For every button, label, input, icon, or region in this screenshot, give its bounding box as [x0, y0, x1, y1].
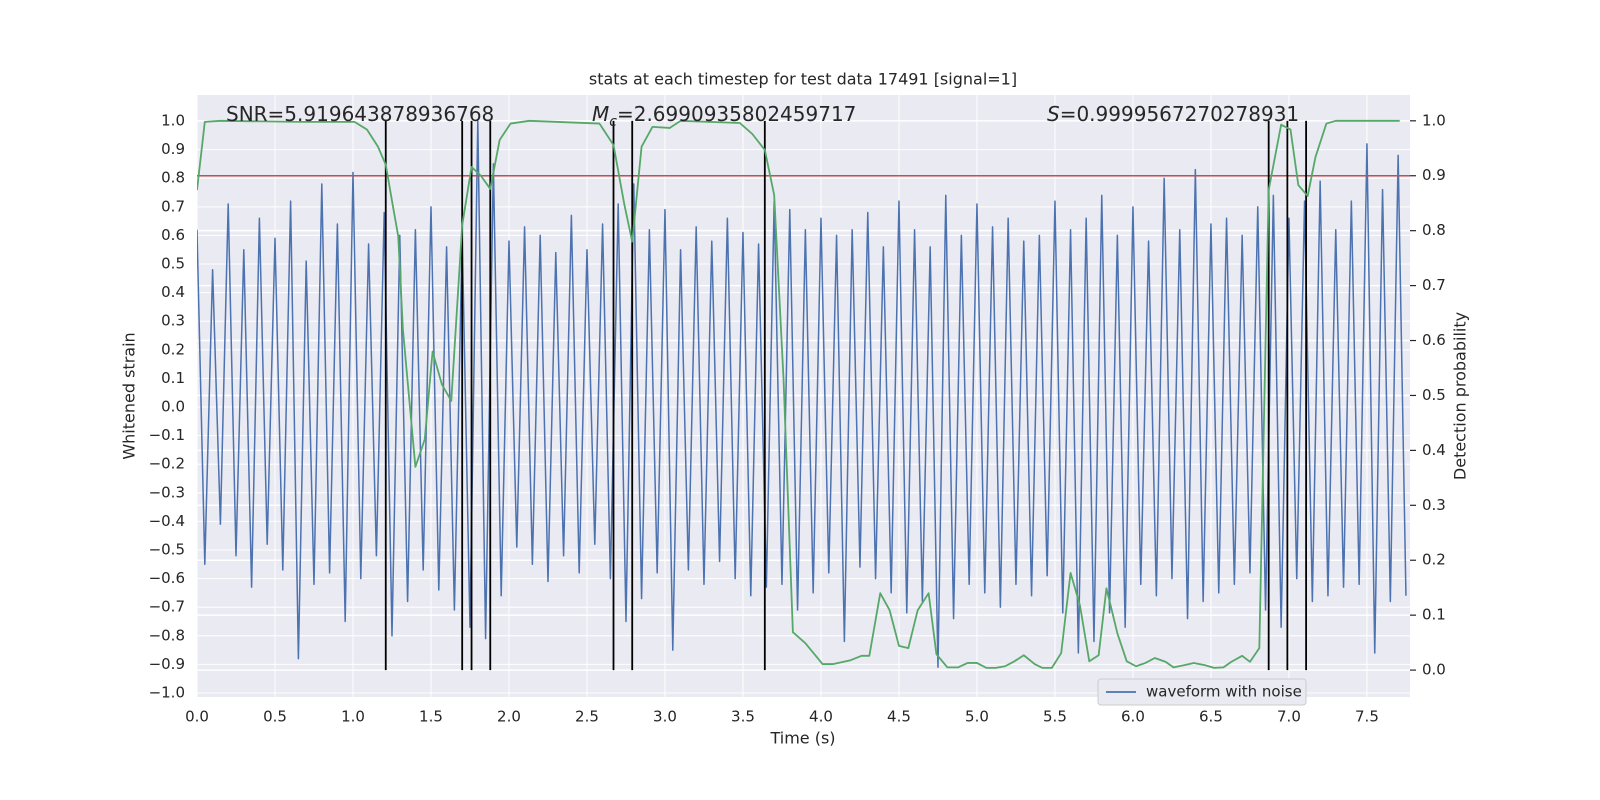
y2-tick-label: 1.0 [1422, 111, 1446, 129]
annotation: Mc=2.6990935802459717 [592, 102, 856, 130]
annotation-symbol: M [592, 102, 609, 126]
x-tick-label: 1.0 [341, 708, 365, 726]
y-axis-label: Whitened strain [120, 332, 139, 459]
y-tick-label: −1.0 [149, 683, 185, 701]
x-tick-label: 0.5 [263, 708, 287, 726]
y-tick-label: −0.3 [149, 483, 185, 501]
x-tick-label: 7.5 [1355, 708, 1379, 726]
y-tick-label: −0.1 [149, 426, 185, 444]
y2-tick-label: 0.4 [1422, 441, 1446, 459]
annotation-text: =2.6990935802459717 [617, 102, 856, 126]
x-tick-label: 6.0 [1121, 708, 1145, 726]
y-tick-label: 0.1 [161, 369, 185, 387]
annotation-symbol: S [1047, 102, 1060, 126]
chart-title: stats at each timestep for test data 174… [589, 70, 1017, 89]
x-tick-label: 6.5 [1199, 708, 1223, 726]
y2-tick-label: 0.6 [1422, 331, 1446, 349]
y2-tick-label: 0.5 [1422, 386, 1446, 404]
y2-axis-label: Detection probability [1451, 312, 1470, 480]
annotation-text: =0.9999567270278931 [1060, 102, 1299, 126]
annotation: SNR=5.919643878936768 [226, 102, 494, 126]
y-tick-label: −0.9 [149, 655, 185, 673]
legend: waveform with noise [1097, 678, 1307, 706]
legend-box [1097, 678, 1307, 706]
y-tick-label: 0.5 [161, 255, 185, 273]
y2-tick-label: 0.2 [1422, 551, 1446, 569]
legend-label: waveform with noise [1146, 683, 1302, 701]
x-tick-label: 4.0 [809, 708, 833, 726]
y2-tick-label: 0.7 [1422, 276, 1446, 294]
y2-tick-label: 0.1 [1422, 606, 1446, 624]
y-tick-label: 1.0 [161, 112, 185, 130]
y-tick-label: −0.5 [149, 541, 185, 559]
y-tick-label: −0.7 [149, 598, 185, 616]
y-tick-label: 0.2 [161, 340, 185, 358]
y-tick-label: −0.4 [149, 512, 185, 530]
series-line [197, 120, 1407, 669]
y-tick-label: −0.6 [149, 569, 185, 587]
x-tick-label: 0.0 [185, 708, 209, 726]
y-tick-label: 0.8 [161, 169, 185, 187]
y-tick-label: 0.6 [161, 226, 185, 244]
y-tick-label: 0.0 [161, 398, 185, 416]
x-axis-label: Time (s) [769, 729, 835, 748]
x-tick-label: 4.5 [887, 708, 911, 726]
x-tick-label: 7.0 [1277, 708, 1301, 726]
y-tick-label: 0.9 [161, 140, 185, 158]
y2-tick-label: 0.3 [1422, 496, 1446, 514]
annotation: S=0.9999567270278931 [1047, 102, 1299, 126]
y2-tick-label: 0.8 [1422, 221, 1446, 239]
y2-tick-label: 0.0 [1422, 661, 1446, 679]
x-tick-label: 3.0 [653, 708, 677, 726]
y-tick-label: 0.7 [161, 197, 185, 215]
y-tick-label: −0.8 [149, 626, 185, 644]
x-tick-label: 2.5 [575, 708, 599, 726]
x-tick-label: 5.0 [965, 708, 989, 726]
series-line [197, 119, 1400, 669]
y-tick-label: −0.2 [149, 455, 185, 473]
x-tick-label: 3.5 [731, 708, 755, 726]
y-tick-label: 0.3 [161, 312, 185, 330]
x-tick-label: 2.0 [497, 708, 521, 726]
x-tick-label: 1.5 [419, 708, 443, 726]
annotation-subscript: c [609, 114, 617, 130]
y-tick-label: 0.4 [161, 283, 185, 301]
y2-tick-label: 0.9 [1422, 166, 1446, 184]
x-tick-label: 5.5 [1043, 708, 1067, 726]
